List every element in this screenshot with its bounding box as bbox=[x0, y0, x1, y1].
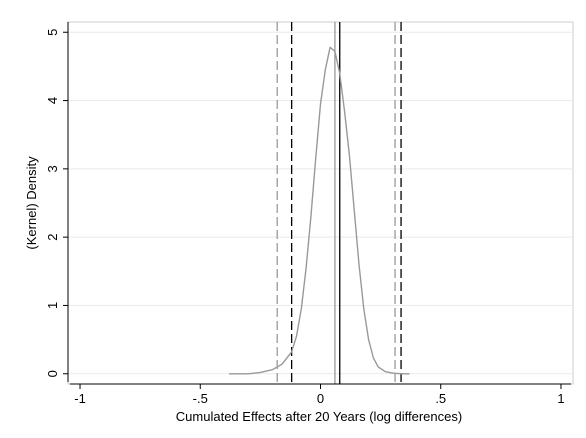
y-tick-label: 2 bbox=[45, 234, 60, 241]
plot-area bbox=[67, 21, 574, 385]
x-tick-label: 1 bbox=[557, 391, 564, 406]
x-tick-label: 0 bbox=[317, 391, 324, 406]
density-curve-group bbox=[229, 46, 410, 375]
y-tick-label: 5 bbox=[45, 29, 60, 36]
y-tick-label: 1 bbox=[45, 302, 60, 309]
x-axis-title: Cumulated Effects after 20 Years (log di… bbox=[176, 409, 462, 424]
y-tick-label: 4 bbox=[45, 97, 60, 104]
x-tick-label: .5 bbox=[435, 391, 446, 406]
x-tick-label: -1 bbox=[74, 391, 86, 406]
x-tick-label: -.5 bbox=[193, 391, 208, 406]
density-curve bbox=[229, 46, 410, 375]
x-ticks: -1 -.5 0 .5 1 bbox=[74, 384, 565, 406]
y-ticks: 0 1 2 3 4 5 bbox=[45, 29, 68, 377]
reference-lines bbox=[276, 22, 402, 384]
y-axis-title: (Kernel) Density bbox=[24, 156, 39, 250]
y-tick-label: 3 bbox=[45, 165, 60, 172]
y-tick-label: 0 bbox=[45, 370, 60, 377]
